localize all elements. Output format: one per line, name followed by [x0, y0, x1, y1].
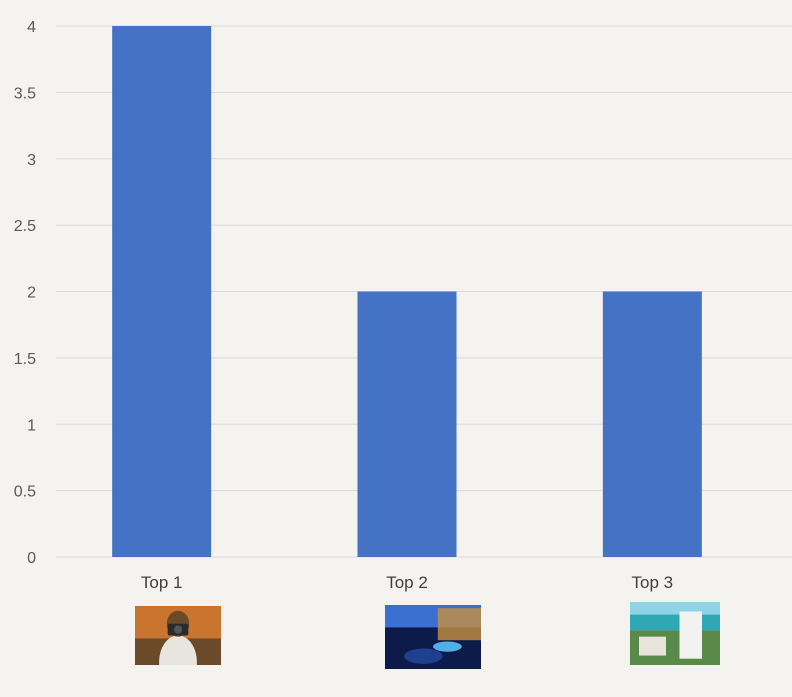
y-tick-label: 1	[27, 417, 36, 434]
y-axis-tick-labels: 0 0.5 1 1.5 2 2.5 3 3.5 4	[14, 19, 36, 567]
x-axis-category-labels: Top 1 Top 2 Top 3	[141, 573, 673, 592]
resort-night-photo	[385, 605, 481, 669]
bar-top-1	[112, 26, 212, 557]
category-thumbnails	[135, 602, 720, 669]
beach-hotel-photo	[630, 602, 720, 665]
y-tick-label: 0	[27, 550, 36, 567]
bar-top-2	[357, 291, 457, 557]
y-tick-label: 0.5	[14, 484, 36, 501]
x-category-label: Top 2	[386, 573, 428, 592]
y-tick-label: 4	[27, 19, 36, 36]
y-tick-label: 3.5	[14, 85, 36, 102]
x-category-label: Top 1	[141, 573, 183, 592]
bars	[112, 26, 702, 557]
bar-top-3	[602, 291, 702, 557]
y-tick-label: 1.5	[14, 351, 36, 368]
y-tick-label: 2	[27, 285, 36, 302]
photographer-photo	[135, 606, 221, 665]
y-tick-label: 2.5	[14, 218, 36, 235]
y-tick-label: 3	[27, 152, 36, 169]
x-category-label: Top 3	[632, 573, 674, 592]
